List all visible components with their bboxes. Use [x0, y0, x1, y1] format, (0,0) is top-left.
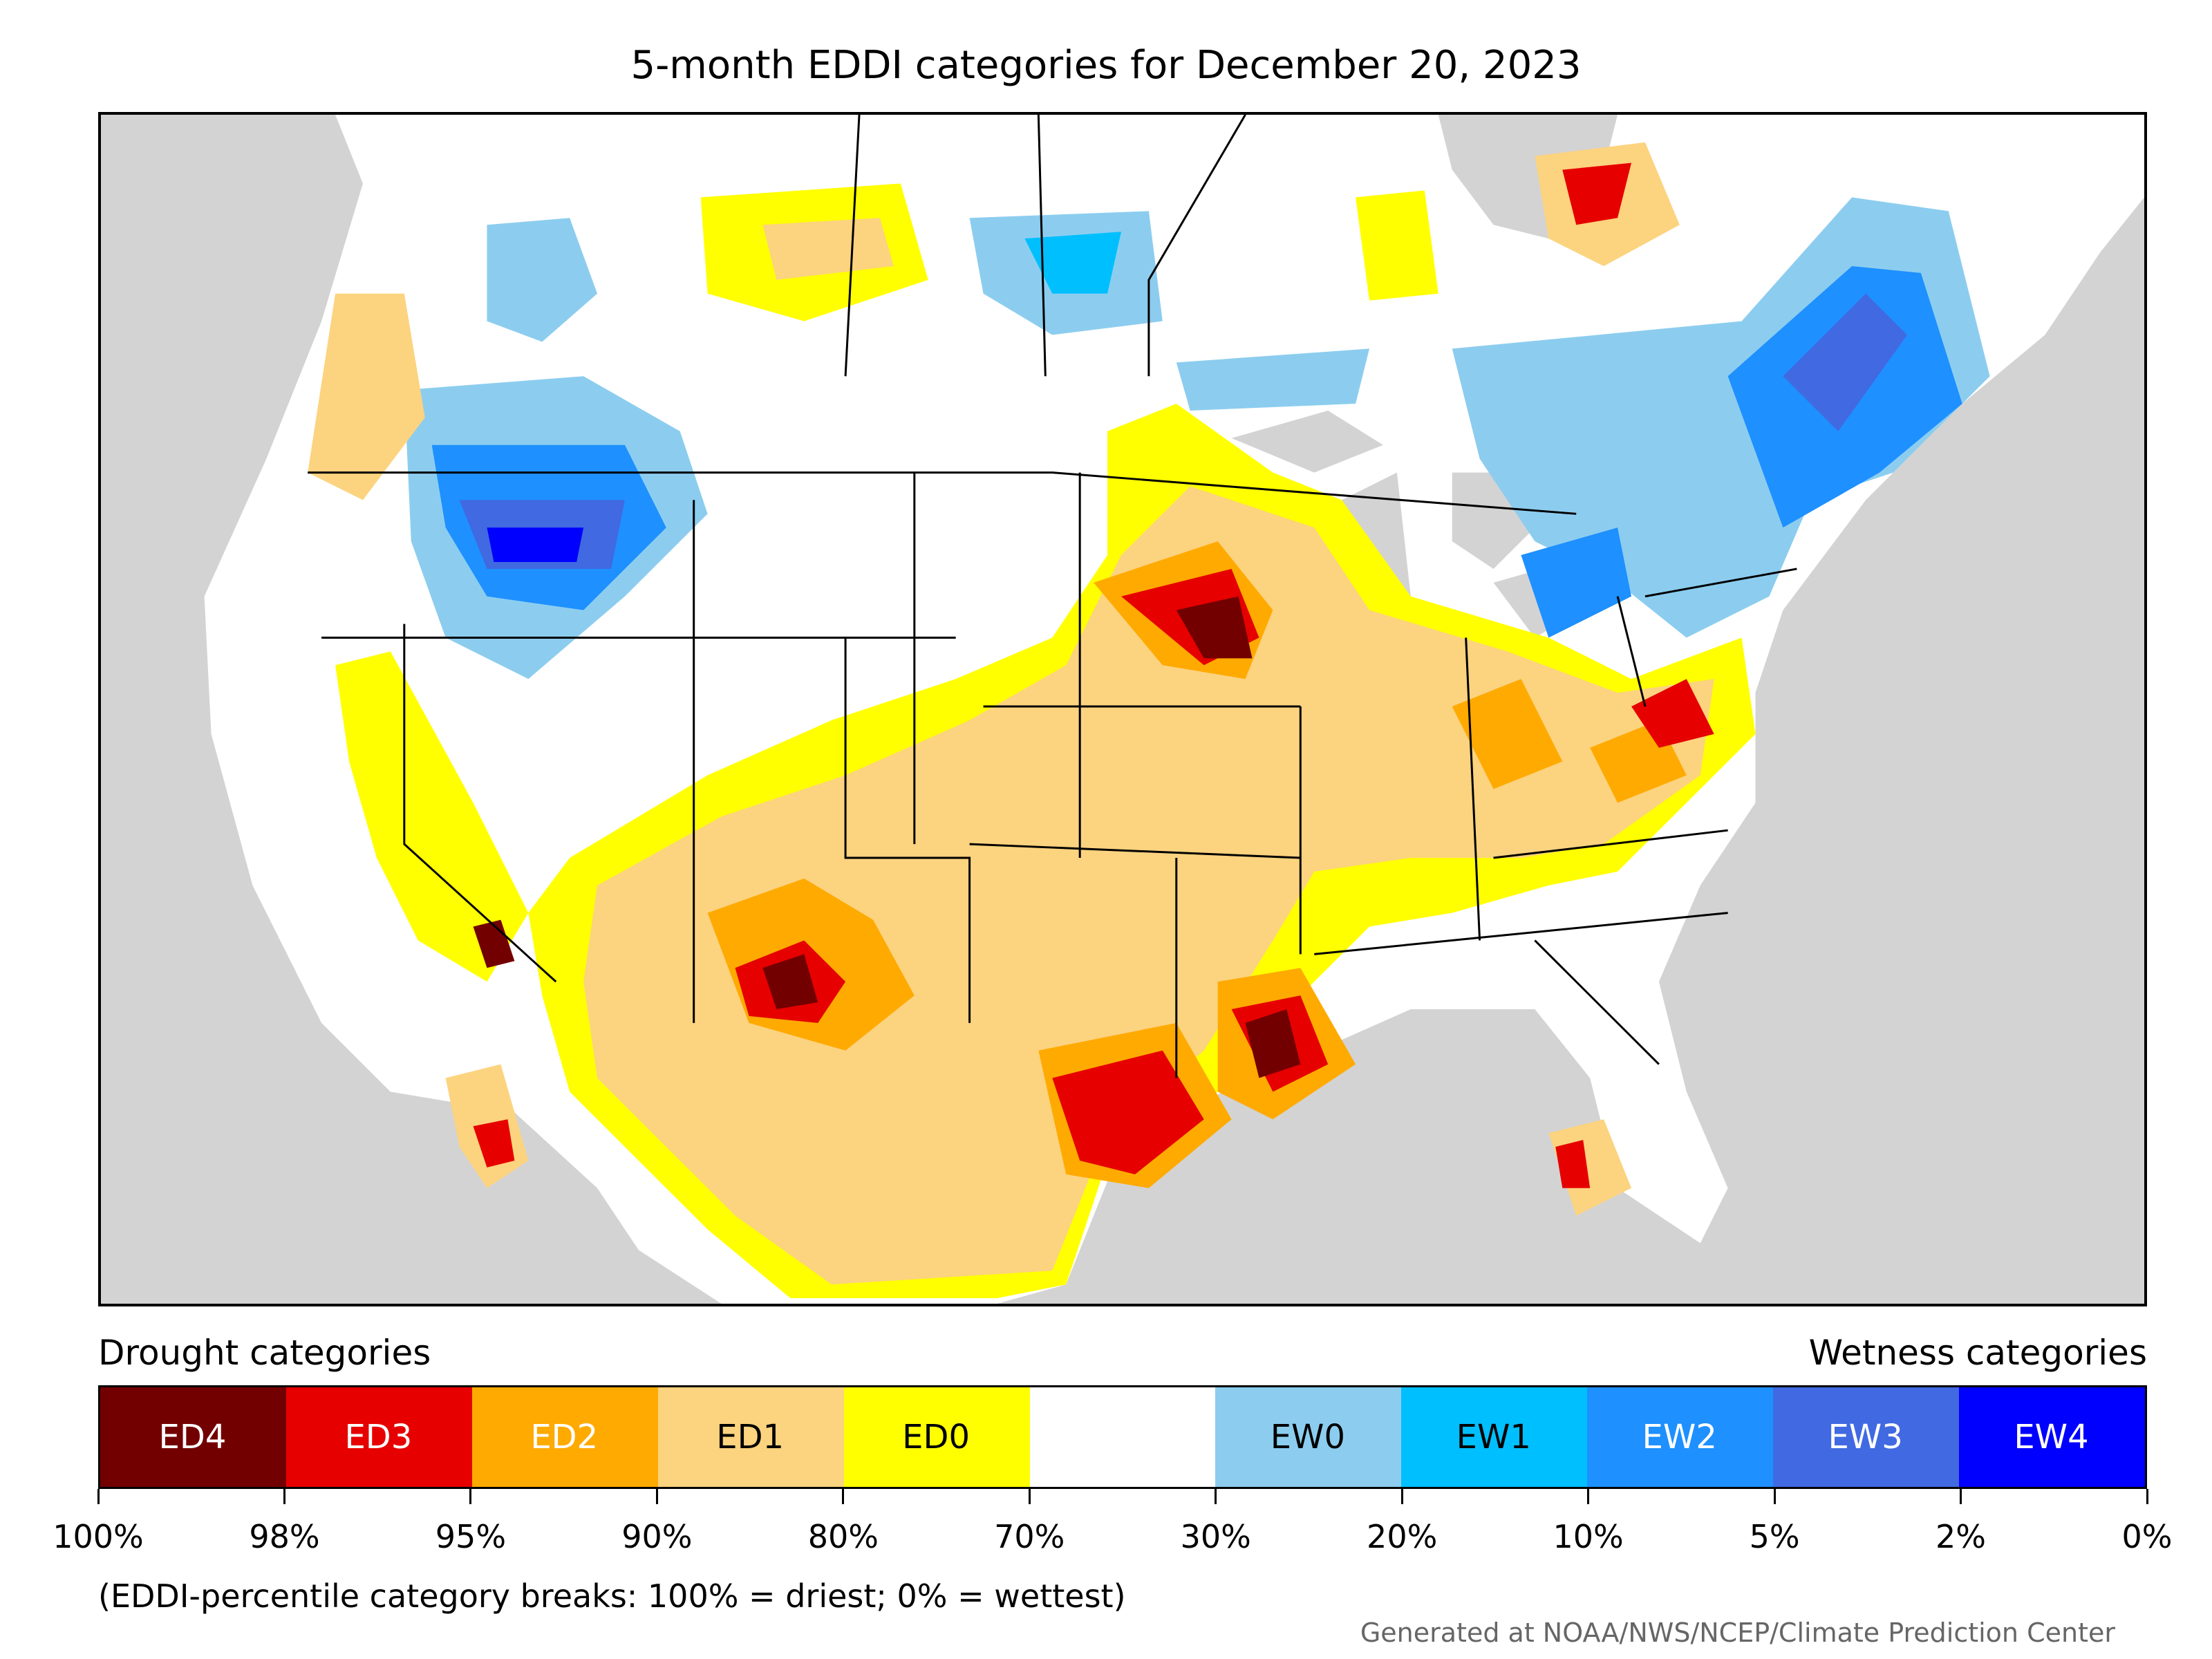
- colorbar-tick-label: 0%: [2121, 1518, 2173, 1555]
- colorbar-segment-ed0: ED0: [843, 1387, 1030, 1487]
- colorbar-segment-ew0: EW0: [1215, 1387, 1402, 1487]
- colorbar-tick-label: 80%: [807, 1518, 879, 1555]
- colorbar-tick: [1960, 1489, 1962, 1504]
- colorbar-tick-label: 2%: [1936, 1518, 1987, 1555]
- wetness-areas: [404, 197, 1990, 679]
- map-title: 5-month EDDI categories for December 20,…: [630, 43, 1582, 88]
- colorbar-tick-label: 30%: [1180, 1518, 1251, 1555]
- colorbar-tick-label: 95%: [435, 1518, 507, 1555]
- colorbar-tick-label: 10%: [1553, 1518, 1624, 1555]
- wetness-categories-heading: Wetness categories: [1808, 1333, 2147, 1373]
- colorbar-segment-ew4: EW4: [1959, 1387, 2145, 1487]
- colorbar-segment-ew3: EW3: [1773, 1387, 1960, 1487]
- colorbar-tick-label: 20%: [1367, 1518, 1438, 1555]
- colorbar-tick: [655, 1489, 658, 1504]
- colorbar-tick: [1215, 1489, 1217, 1504]
- colorbar-segment-ew1: EW1: [1401, 1387, 1588, 1487]
- colorbar-segment-ew2: EW2: [1587, 1387, 1774, 1487]
- colorbar-tick: [1773, 1489, 1776, 1504]
- colorbar-segment-ed2: ED2: [471, 1387, 658, 1487]
- colorbar-tick: [469, 1489, 472, 1504]
- colorbar-tick: [1028, 1489, 1031, 1504]
- colorbar-tick-label: 98%: [249, 1518, 320, 1555]
- colorbar-tick: [97, 1489, 100, 1504]
- colorbar-tick-label: 90%: [621, 1518, 693, 1555]
- category-breaks-note: (EDDI-percentile category breaks: 100% =…: [98, 1577, 1126, 1615]
- colorbar-tick: [1587, 1489, 1590, 1504]
- colorbar-tick: [283, 1489, 285, 1504]
- map-svg: [101, 115, 2144, 1304]
- drought-categories-heading: Drought categories: [98, 1333, 431, 1373]
- boundaries: [308, 115, 1797, 1078]
- eddi-map: [98, 112, 2147, 1306]
- colorbar-segment-ed3: ED3: [285, 1387, 472, 1487]
- colorbar-tick-label: 100%: [53, 1518, 144, 1555]
- colorbar-tick: [1400, 1489, 1403, 1504]
- colorbar-ticks: [97, 1489, 2148, 1506]
- colorbar-tick-label: 70%: [994, 1518, 1065, 1555]
- colorbar-tick: [842, 1489, 845, 1504]
- colorbar-segment-ed1: ED1: [657, 1387, 844, 1487]
- colorbar-tick: [2146, 1489, 2148, 1504]
- colorbar-segment-neutral: [1029, 1387, 1216, 1487]
- colorbar-segment-ed4: ED4: [100, 1387, 286, 1487]
- category-colorbar: ED4 ED3 ED2 ED1 ED0 EW0 EW1 EW2 EW3 EW4: [98, 1385, 2147, 1489]
- colorbar-tick-label: 5%: [1749, 1518, 1800, 1555]
- credit-line: Generated at NOAA/NWS/NCEP/Climate Predi…: [1360, 1618, 2115, 1648]
